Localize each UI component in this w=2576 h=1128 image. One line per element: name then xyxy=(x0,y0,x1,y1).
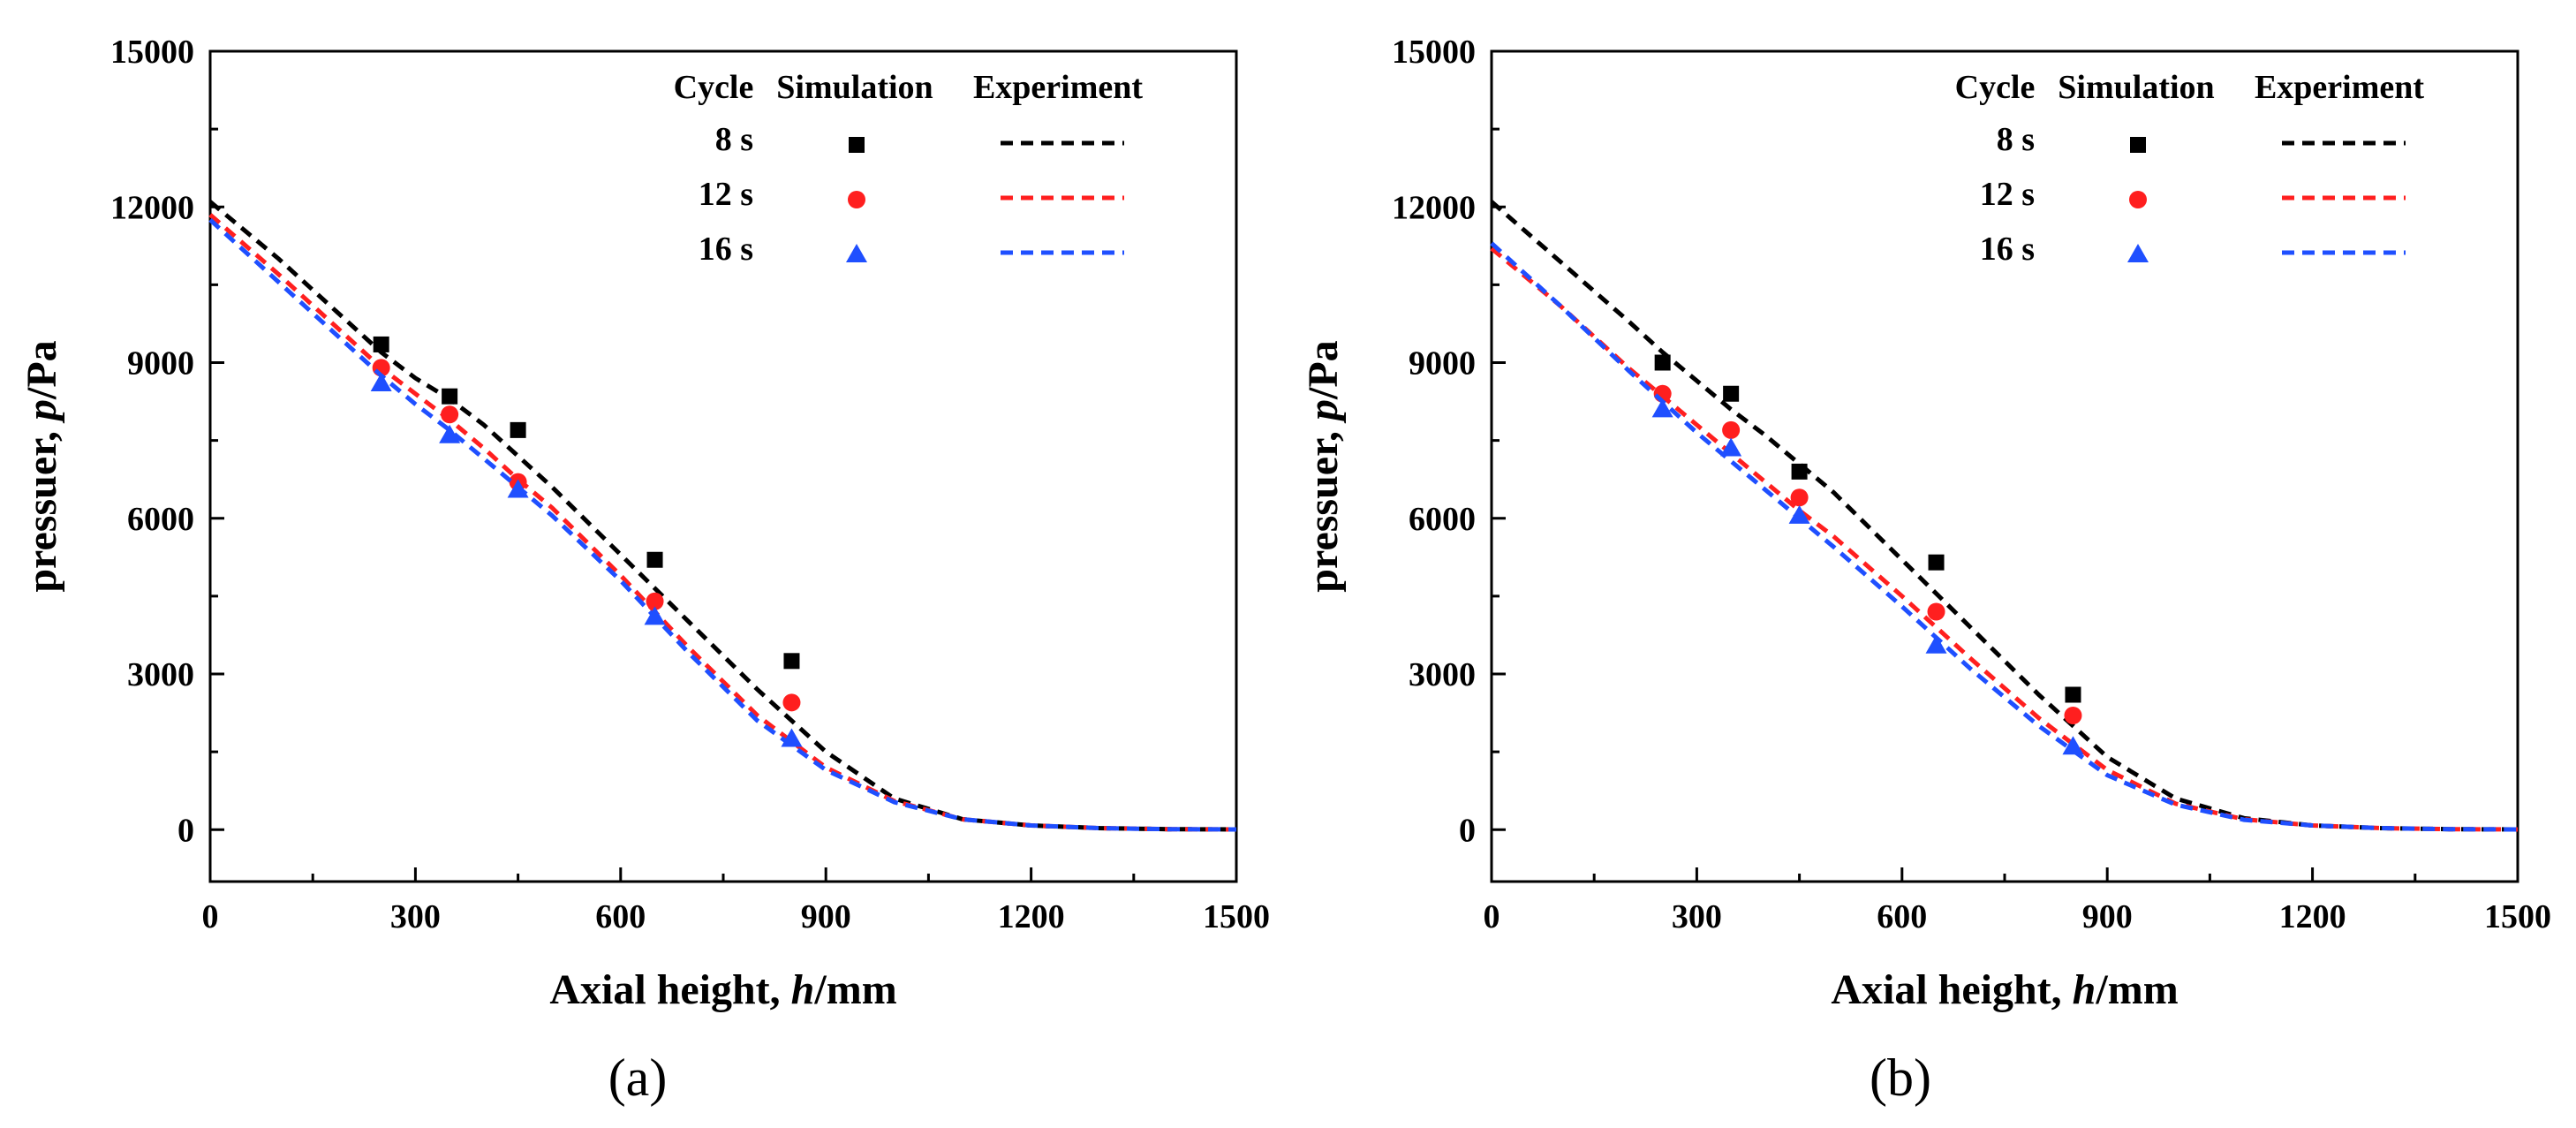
triangle-marker-icon xyxy=(846,244,867,262)
x-axis-title-main: Axial height, xyxy=(1831,966,2072,1013)
x-tick-label: 0 xyxy=(202,898,219,935)
legend: Cycle Simulation Experiment 8 s 12 s 16 s xyxy=(674,69,1144,268)
x-axis-title-unit: /mm xyxy=(2095,966,2178,1013)
experiment-line-16s xyxy=(1490,241,2519,832)
y-tick-label: 0 xyxy=(1459,812,1476,849)
simulation-point-12s xyxy=(1722,420,1741,439)
x-axis-title-main: Axial height, xyxy=(549,966,790,1013)
simulation-point-16s xyxy=(1925,634,1947,654)
legend-cycle-label: 8 s xyxy=(715,121,753,158)
legend-header-experiment: Experiment xyxy=(2255,69,2424,106)
simulation-point-8s xyxy=(1928,554,1945,571)
simulation-point-12s xyxy=(782,693,801,712)
x-tick-label: 1500 xyxy=(1203,898,1270,935)
legend-header-experiment: Experiment xyxy=(973,69,1143,106)
simulation-point-16s xyxy=(1720,437,1742,457)
x-tick-label: 1200 xyxy=(2279,898,2346,935)
panel-label: (b) xyxy=(1870,1049,1931,1107)
x-tick-label: 300 xyxy=(390,898,441,935)
y-tick-label: 15000 xyxy=(110,34,194,71)
y-axis-title: pressuer, p/Pa xyxy=(1300,340,1347,592)
simulation-point-16s xyxy=(370,373,392,391)
circle-marker-icon xyxy=(848,191,865,208)
x-tick-label: 600 xyxy=(595,898,646,935)
simulation-point-16s xyxy=(781,728,803,747)
y-tick-label: 12000 xyxy=(110,189,194,226)
square-marker-icon xyxy=(2130,137,2146,153)
simulation-point-8s xyxy=(510,421,526,438)
legend: Cycle Simulation Experiment 8 s 12 s 16 s xyxy=(1955,69,2425,268)
simulation-point-16s xyxy=(1651,398,1673,418)
simulation-point-8s xyxy=(783,653,800,670)
simulation-point-16s xyxy=(2062,736,2084,755)
y-axis-title-var: p xyxy=(19,399,65,424)
y-tick-label: 0 xyxy=(178,812,194,849)
simulation-point-12s xyxy=(646,592,664,610)
experiment-line-12s xyxy=(208,213,1237,832)
x-tick-label: 1500 xyxy=(2484,898,2551,935)
y-tick-label: 3000 xyxy=(1409,656,1476,693)
y-axis-title-unit: /Pa xyxy=(1300,340,1347,400)
legend-header-cycle: Cycle xyxy=(674,69,754,106)
panel-a: 0 300 600 900 1200 15000300060009000120001500… xyxy=(19,34,1270,1107)
x-tick-label: 900 xyxy=(801,898,851,935)
simulation-point-8s xyxy=(1791,463,1808,480)
simulation-point-8s xyxy=(646,551,663,568)
simulation-point-12s xyxy=(2064,707,2082,724)
x-axis-title: Axial height, h/mm xyxy=(1831,966,2178,1013)
y-axis-title-main: pressuer, xyxy=(19,420,65,593)
simulation-point-8s xyxy=(1654,354,1671,371)
legend-header-simulation: Simulation xyxy=(2058,69,2214,106)
simulation-point-8s xyxy=(1723,385,1740,402)
simulation-point-16s xyxy=(507,479,529,498)
simulation-point-8s xyxy=(2065,686,2081,703)
circle-marker-icon xyxy=(2129,191,2147,208)
x-axis-title-var: h xyxy=(791,966,815,1013)
simulation-point-8s xyxy=(373,336,389,352)
y-axis-title: pressuer, p/Pa xyxy=(19,340,65,592)
y-tick-label: 6000 xyxy=(127,501,194,538)
x-tick-label: 900 xyxy=(2082,898,2133,935)
legend-header-simulation: Simulation xyxy=(776,69,933,106)
legend-cycle-label: 12 s xyxy=(1980,176,2035,213)
experiment-line-16s xyxy=(208,218,1237,832)
simulation-point-12s xyxy=(1790,488,1809,507)
simulation-point-16s xyxy=(439,424,461,443)
x-tick-label: 300 xyxy=(1672,898,1722,935)
panel-label: (a) xyxy=(608,1049,668,1107)
x-axis-title: Axial height, h/mm xyxy=(549,966,896,1013)
x-axis-title-var: h xyxy=(2073,966,2096,1013)
x-axis-title-unit: /mm xyxy=(813,966,896,1013)
simulation-point-12s xyxy=(441,405,459,424)
square-marker-icon xyxy=(849,137,865,153)
triangle-marker-icon xyxy=(2127,244,2149,262)
y-axis-title-main: pressuer, xyxy=(1300,420,1347,593)
x-tick-label: 1200 xyxy=(998,898,1065,935)
y-tick-label: 3000 xyxy=(127,656,194,693)
legend-cycle-label: 12 s xyxy=(699,176,753,213)
y-axis-title-var: p xyxy=(1300,399,1347,424)
y-axis-title-unit: /Pa xyxy=(19,340,65,400)
x-tick-label: 0 xyxy=(1484,898,1500,935)
legend-cycle-label: 16 s xyxy=(1980,231,2035,268)
y-tick-label: 6000 xyxy=(1409,501,1476,538)
y-tick-label: 12000 xyxy=(1392,189,1476,226)
legend-header-cycle: Cycle xyxy=(1955,69,2036,106)
y-tick-label: 9000 xyxy=(127,345,194,382)
x-tick-label: 600 xyxy=(1877,898,1927,935)
y-tick-label: 15000 xyxy=(1392,34,1476,71)
experiment-line-8s xyxy=(208,200,1237,832)
simulation-point-8s xyxy=(442,388,458,405)
simulation-point-16s xyxy=(644,606,666,625)
simulation-point-12s xyxy=(1927,602,1945,621)
simulation-point-16s xyxy=(1788,504,1810,524)
y-tick-label: 9000 xyxy=(1409,345,1476,382)
legend-cycle-label: 16 s xyxy=(699,231,753,268)
legend-cycle-label: 8 s xyxy=(1997,121,2035,158)
experiment-line-8s xyxy=(1490,200,2519,832)
panel-b: 0 300 600 900 1200 15000300060009000120001500… xyxy=(1300,34,2551,1107)
